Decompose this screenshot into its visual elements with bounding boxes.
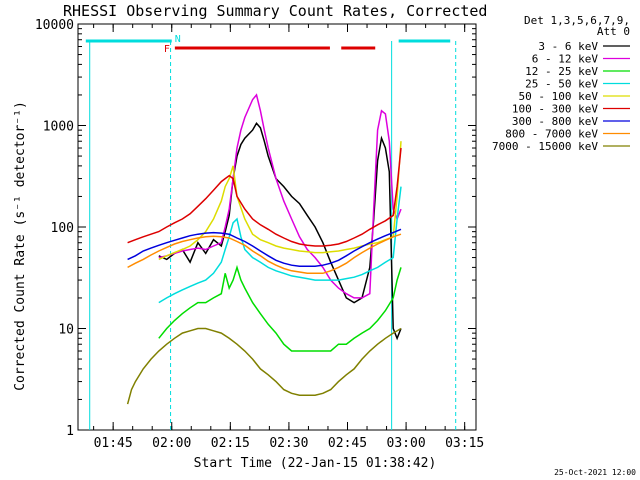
x-tick-label: 03:00 — [387, 436, 426, 451]
chart-title: RHESSI Observing Summary Count Rates, Co… — [63, 2, 487, 20]
series-line — [127, 147, 402, 247]
x-tick-label: 02:45 — [328, 436, 367, 451]
x-axis-label: Start Time (22-Jan-15 01:38:42) — [194, 456, 437, 471]
x-tick-label: 03:15 — [445, 436, 484, 451]
footer-date: 25-Oct-2021 12:00 — [554, 468, 636, 477]
legend-label: 800 - 7000 keV — [505, 128, 598, 141]
series-line — [158, 186, 402, 304]
y-tick-label: 10000 — [35, 18, 74, 33]
legend-label: 100 - 300 keV — [512, 103, 598, 116]
legend-label: 7000 - 15000 keV — [492, 140, 598, 153]
plot-frame — [77, 23, 477, 431]
legend-label: 12 - 25 keV — [525, 65, 598, 78]
legend-header-line-1: Det 1,3,5,6,7,9, — [524, 14, 630, 27]
series-line — [127, 233, 402, 275]
x-tick-label: 02:30 — [269, 436, 308, 451]
plot-area: 1 10 100 1000 10000 01:45 02:00 02:15 02:30 02:45… — [35, 18, 484, 451]
series-line — [126, 327, 402, 405]
series-line — [158, 264, 402, 352]
series-line — [127, 228, 402, 268]
y-tick-label: 100 — [51, 221, 74, 236]
x-tick-label: 02:15 — [211, 436, 250, 451]
flare-flag-label: F — [164, 44, 170, 55]
legend-label: 6 - 12 keV — [532, 53, 599, 66]
series-line — [158, 122, 402, 341]
legend-label: 3 - 6 keV — [538, 40, 598, 53]
series-line — [158, 93, 402, 299]
legend-header-line-2: Att 0 — [597, 25, 630, 38]
legend-label: 25 - 50 keV — [525, 78, 598, 91]
legend-label: 300 - 800 keV — [512, 115, 598, 128]
x-tick-label: 02:00 — [152, 436, 191, 451]
y-tick-label: 1000 — [43, 120, 74, 135]
night-flag-label: N — [175, 34, 181, 45]
series-line — [158, 141, 402, 261]
x-tick-label: 01:45 — [94, 436, 133, 451]
legend-label: 50 - 100 keV — [519, 90, 599, 103]
y-tick-label: 10 — [58, 323, 74, 338]
y-tick-label: 1 — [66, 424, 74, 439]
y-axis-label: Corrected Count Rate (s⁻¹ detector⁻¹) — [13, 101, 28, 391]
